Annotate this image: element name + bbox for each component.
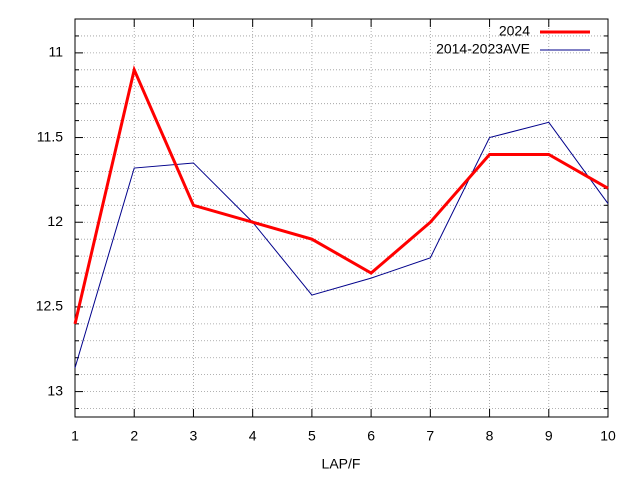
- x-axis-label: LAP/F: [322, 456, 361, 472]
- y-tick-label: 12.5: [36, 298, 63, 314]
- x-tick-label: 2: [130, 428, 138, 444]
- x-tick-label: 4: [249, 428, 257, 444]
- x-tick-label: 10: [600, 428, 616, 444]
- series-line: [74, 121, 609, 369]
- x-tick-label: 9: [545, 428, 553, 444]
- legend-label: 2014-2023AVE: [436, 41, 530, 57]
- plot-frame: [74, 18, 609, 418]
- legend-label: 2024: [499, 23, 530, 39]
- x-tick-label: 7: [426, 428, 434, 444]
- x-tick-label: 3: [190, 428, 198, 444]
- x-tick-label: 6: [367, 428, 375, 444]
- y-tick-label: 12: [47, 213, 63, 229]
- x-tick-label: 5: [308, 428, 316, 444]
- y-tick-label: 11.5: [37, 128, 63, 144]
- y-tick-label: 11: [48, 44, 63, 60]
- y-tick-label: 13: [47, 382, 63, 398]
- x-tick-label: 8: [486, 428, 494, 444]
- series-line: [73, 65, 609, 325]
- x-tick-label: 1: [71, 428, 79, 444]
